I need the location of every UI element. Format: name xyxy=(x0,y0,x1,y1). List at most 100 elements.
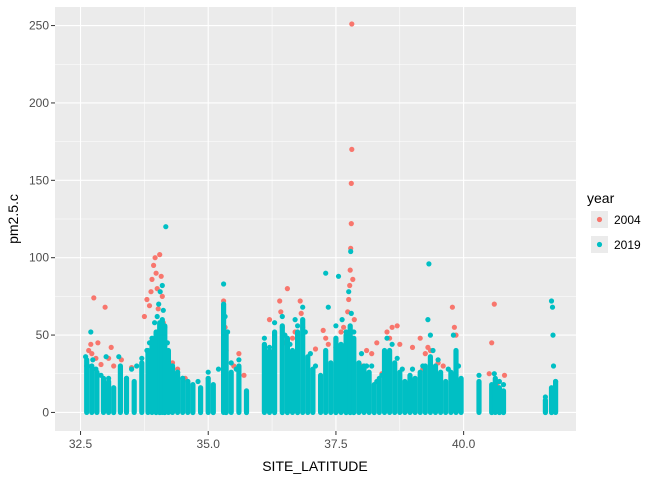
point-2004 xyxy=(374,340,380,346)
point-stack-2019 xyxy=(371,382,377,416)
point-2004 xyxy=(350,276,356,282)
point-2019 xyxy=(333,323,339,329)
point-stack-2019 xyxy=(123,375,130,415)
x-axis-ticks: 32.5 35.0 37.5 40.0 xyxy=(69,431,476,451)
point-stack-2019 xyxy=(272,329,278,416)
point-stack-2019 xyxy=(356,360,362,415)
point-2019 xyxy=(435,357,441,363)
point-stack-2019 xyxy=(139,360,145,415)
point-stack-2019 xyxy=(210,382,216,416)
point-stack-2019 xyxy=(496,385,502,416)
point-2004 xyxy=(153,270,159,276)
point-stack-2019 xyxy=(89,363,95,415)
point-stack-2019 xyxy=(338,341,344,415)
point-stack-2019 xyxy=(417,369,423,415)
point-2004 xyxy=(297,298,303,304)
point-stack-2019 xyxy=(366,369,372,415)
point-2019 xyxy=(358,351,365,357)
point-2004 xyxy=(394,323,400,329)
point-2004 xyxy=(338,329,344,335)
point-stack-2019 xyxy=(542,397,548,416)
point-2019 xyxy=(152,320,158,326)
point-2004 xyxy=(351,317,357,323)
point-stack-2019 xyxy=(387,347,393,415)
point-2019 xyxy=(272,320,278,326)
point-2004 xyxy=(158,273,164,279)
point-2019 xyxy=(129,366,135,372)
x-axis-title: SITE_LATITUDE xyxy=(262,458,368,474)
point-stack-2019 xyxy=(492,375,498,415)
y-axis-title: pm2.5.c xyxy=(5,194,21,244)
point-2004 xyxy=(348,180,354,186)
point-stack-2019 xyxy=(145,347,151,415)
point-2019 xyxy=(426,261,432,267)
point-2004 xyxy=(341,324,347,330)
point-2004 xyxy=(491,301,497,307)
point-2004 xyxy=(489,340,495,346)
point-2019 xyxy=(491,371,497,377)
point-2019 xyxy=(323,270,329,276)
point-stack-2019 xyxy=(106,378,112,415)
point-stack-2019 xyxy=(500,388,507,416)
point-2004 xyxy=(397,341,403,347)
y-axis-ticks: 0 50 100 150 200 250 xyxy=(29,19,55,419)
legend-dot-2004 xyxy=(596,216,603,223)
point-stack-2019 xyxy=(328,360,334,415)
point-stack-2019 xyxy=(169,363,176,415)
y-tick-label: 50 xyxy=(36,328,50,342)
point-2019 xyxy=(346,289,352,295)
point-2004 xyxy=(88,341,94,347)
point-stack-2019 xyxy=(381,347,388,415)
point-2004 xyxy=(111,363,117,369)
point-2004 xyxy=(298,310,304,316)
point-2004 xyxy=(236,351,242,357)
point-2004 xyxy=(417,335,423,341)
series-2019-points xyxy=(83,224,559,416)
legend-label-2004: 2004 xyxy=(614,213,641,227)
point-2004 xyxy=(486,371,492,377)
point-2004 xyxy=(389,324,395,330)
legend-dot-2019 xyxy=(596,241,603,248)
point-2004 xyxy=(364,347,370,354)
point-2019 xyxy=(348,310,354,316)
point-2019 xyxy=(279,313,285,320)
point-stack-2019 xyxy=(422,363,428,415)
x-tick-label: 40.0 xyxy=(452,437,476,451)
point-2004 xyxy=(349,146,355,152)
point-2004 xyxy=(141,313,147,320)
point-2019 xyxy=(163,224,169,230)
point-stack-2019 xyxy=(402,378,408,415)
point-2019 xyxy=(215,366,222,372)
point-2019 xyxy=(159,282,165,289)
point-stack-2019 xyxy=(305,354,311,415)
point-2004 xyxy=(102,304,108,310)
point-2019 xyxy=(409,366,416,372)
point-stack-2019 xyxy=(333,335,339,416)
y-tick-label: 250 xyxy=(29,19,49,33)
point-stack-2019 xyxy=(223,332,229,416)
point-2004 xyxy=(369,351,375,357)
point-2004 xyxy=(440,363,446,369)
point-2019 xyxy=(261,335,267,341)
point-2004 xyxy=(501,372,508,378)
point-2004 xyxy=(325,341,331,347)
x-tick-label: 35.0 xyxy=(197,437,221,451)
point-2004 xyxy=(346,296,352,303)
point-2019 xyxy=(339,317,345,323)
point-2004 xyxy=(241,372,247,378)
legend-label-2019: 2019 xyxy=(614,238,641,252)
point-stack-2019 xyxy=(190,382,196,416)
point-stack-2019 xyxy=(111,385,117,416)
point-2004 xyxy=(146,303,153,309)
point-2019 xyxy=(295,323,301,329)
point-2004 xyxy=(148,289,154,295)
point-2019 xyxy=(549,304,556,310)
point-2019 xyxy=(300,304,306,310)
point-stack-2019 xyxy=(198,385,204,416)
point-2019 xyxy=(228,360,234,366)
point-stack-2019 xyxy=(376,375,382,415)
point-2019 xyxy=(500,382,507,388)
point-2004 xyxy=(422,351,428,357)
point-2019 xyxy=(369,363,375,369)
point-2004 xyxy=(95,340,101,346)
